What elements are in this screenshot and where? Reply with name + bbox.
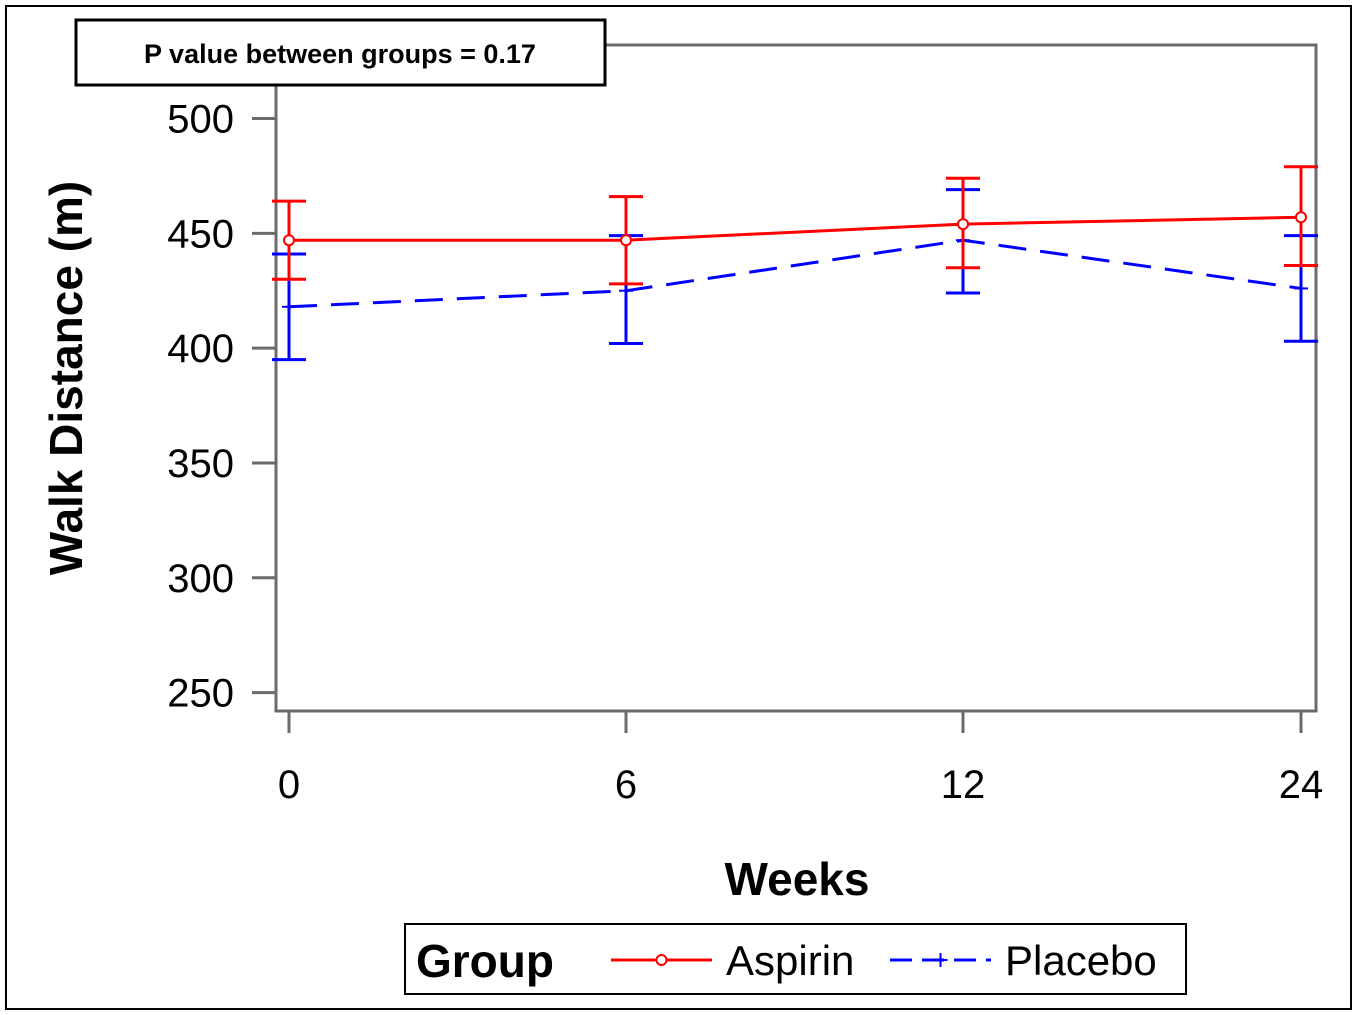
y-tick-label-5: 500 (167, 97, 234, 141)
placebo-line (288, 238, 1302, 309)
annotation-frame (74, 18, 607, 87)
x-axis-title: Weeks (725, 853, 870, 905)
aspirin-point-3 (1295, 211, 1307, 224)
y-tick-label-2: 350 (167, 442, 234, 486)
legend-items: Aspirin Placebo (611, 937, 1157, 984)
annotation-box: P value between groups = 0.17 (74, 18, 607, 87)
y-axis-title: Walk Distance (m) (40, 181, 92, 576)
legend-marker-placebo (933, 953, 948, 967)
x-tick-label-2: 12 (941, 763, 986, 807)
aspirin-point-2 (957, 218, 969, 231)
legend: Group Aspirin Placebo (404, 923, 1187, 995)
legend-label-placebo: Placebo (1005, 937, 1157, 984)
plot-area (274, 43, 1318, 713)
y-tick-label-1: 300 (167, 557, 234, 601)
placebo-point-0 (282, 299, 296, 314)
legend-label-aspirin: Aspirin (726, 937, 854, 984)
annotation-text: P value between groups = 0.17 (144, 39, 536, 69)
aspirin-point-0 (283, 234, 295, 247)
x-tick-label-3: 24 (1279, 763, 1324, 807)
series-layer (272, 165, 1318, 362)
aspirin-point-1 (620, 234, 632, 247)
legend-title: Group (416, 935, 554, 987)
placebo-point-1 (619, 283, 633, 298)
placebo-point-3 (1294, 281, 1308, 296)
y-tick-label-0: 250 (167, 672, 234, 716)
y-tick-label-4: 450 (167, 212, 234, 256)
outer-border (5, 5, 1352, 1010)
legend-frame (404, 923, 1187, 995)
y-tick-label-3: 400 (167, 327, 234, 371)
x-tick-label-1: 6 (615, 763, 637, 807)
legend-marker-aspirin (655, 954, 668, 966)
y-axis: 250 300 350 400 450 500 (167, 97, 276, 716)
x-axis: 0 6 12 24 (278, 711, 1323, 807)
aspirin-line (289, 215, 1302, 242)
x-tick-label-0: 0 (278, 763, 300, 807)
